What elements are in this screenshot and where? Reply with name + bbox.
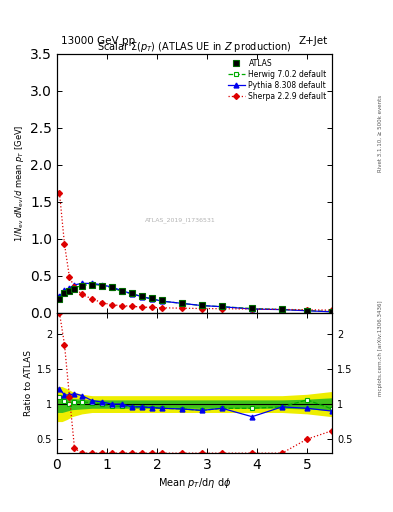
Sherpa 2.2.9 default [72,284,77,290]
ATLAS [250,305,254,311]
Text: Z+Jet: Z+Jet [299,36,328,46]
ATLAS [130,290,134,296]
Sherpa 2.2.9 default [330,307,334,313]
Herwig 7.0.2 default [180,301,184,307]
Sherpa 2.2.9 default [130,303,134,309]
Sherpa 2.2.9 default [200,306,204,312]
Herwig 7.0.2 default [250,305,254,311]
Text: 13000 GeV pp: 13000 GeV pp [61,36,135,46]
Herwig 7.0.2 default [200,303,204,309]
Sherpa 2.2.9 default [305,307,309,313]
Pythia 8.308 default [280,307,285,313]
ATLAS [150,295,154,301]
Pythia 8.308 default [72,282,77,288]
Line: Pythia 8.308 default: Pythia 8.308 default [57,281,334,314]
Pythia 8.308 default [119,288,124,294]
Pythia 8.308 default [130,291,134,297]
Pythia 8.308 default [200,303,204,309]
Pythia 8.308 default [330,309,334,315]
Text: ATLAS_2019_I1736531: ATLAS_2019_I1736531 [145,217,216,223]
ATLAS [220,303,224,309]
ATLAS [67,288,72,294]
Sherpa 2.2.9 default [150,304,154,310]
Herwig 7.0.2 default [67,288,72,294]
ATLAS [140,293,144,299]
Sherpa 2.2.9 default [250,306,254,312]
Sherpa 2.2.9 default [160,305,164,311]
Pythia 8.308 default [100,282,105,288]
ATLAS [330,309,334,315]
Pythia 8.308 default [150,296,154,302]
Herwig 7.0.2 default [130,291,134,297]
Herwig 7.0.2 default [280,307,285,313]
Pythia 8.308 default [80,280,84,286]
Pythia 8.308 default [250,306,254,312]
Herwig 7.0.2 default [100,283,105,289]
Pythia 8.308 default [110,284,114,290]
Sherpa 2.2.9 default [90,296,94,302]
Herwig 7.0.2 default [110,285,114,291]
Pythia 8.308 default [57,293,62,299]
ATLAS [180,300,184,306]
Sherpa 2.2.9 default [100,300,105,306]
Y-axis label: $1/N_\mathrm{ev}$ $dN_\mathrm{ev}/d$ mean $p_T$ [GeV]: $1/N_\mathrm{ev}$ $dN_\mathrm{ev}/d$ mea… [13,124,26,242]
Legend: ATLAS, Herwig 7.0.2 default, Pythia 8.308 default, Sherpa 2.2.9 default: ATLAS, Herwig 7.0.2 default, Pythia 8.30… [226,57,328,102]
ATLAS [280,306,285,312]
Herwig 7.0.2 default [220,304,224,310]
Y-axis label: Ratio to ATLAS: Ratio to ATLAS [24,350,33,416]
Herwig 7.0.2 default [80,283,84,289]
Text: Rivet 3.1.10, ≥ 500k events: Rivet 3.1.10, ≥ 500k events [378,95,383,172]
Sherpa 2.2.9 default [180,305,184,311]
ATLAS [100,283,105,289]
ATLAS [72,286,77,292]
Sherpa 2.2.9 default [110,302,114,308]
Herwig 7.0.2 default [72,285,77,291]
Sherpa 2.2.9 default [140,304,144,310]
Line: Sherpa 2.2.9 default: Sherpa 2.2.9 default [57,191,334,312]
Sherpa 2.2.9 default [67,274,72,281]
ATLAS [57,296,62,302]
Herwig 7.0.2 default [150,296,154,302]
Pythia 8.308 default [220,304,224,310]
Sherpa 2.2.9 default [280,306,285,312]
Sherpa 2.2.9 default [57,190,62,196]
Pythia 8.308 default [67,285,72,291]
Herwig 7.0.2 default [57,294,62,301]
Pythia 8.308 default [62,287,67,293]
X-axis label: Mean $p_T$/d$\eta$ d$\phi$: Mean $p_T$/d$\eta$ d$\phi$ [158,476,231,490]
ATLAS [200,302,204,308]
ATLAS [119,288,124,294]
Text: mcplots.cern.ch [arXiv:1306.3436]: mcplots.cern.ch [arXiv:1306.3436] [378,301,383,396]
Herwig 7.0.2 default [305,307,309,313]
Line: Herwig 7.0.2 default: Herwig 7.0.2 default [57,282,334,314]
Herwig 7.0.2 default [62,289,67,295]
ATLAS [160,297,164,304]
Herwig 7.0.2 default [119,288,124,294]
Sherpa 2.2.9 default [62,241,67,247]
Pythia 8.308 default [160,298,164,304]
ATLAS [80,283,84,289]
Herwig 7.0.2 default [90,281,94,287]
Pythia 8.308 default [140,293,144,300]
ATLAS [90,282,94,288]
Sherpa 2.2.9 default [80,291,84,297]
Herwig 7.0.2 default [140,293,144,300]
Herwig 7.0.2 default [330,309,334,315]
ATLAS [62,290,67,296]
Pythia 8.308 default [180,301,184,307]
ATLAS [305,308,309,314]
Sherpa 2.2.9 default [119,303,124,309]
Title: Scalar $\Sigma(p_T)$ (ATLAS UE in $Z$ production): Scalar $\Sigma(p_T)$ (ATLAS UE in $Z$ pr… [97,39,292,54]
Line: ATLAS: ATLAS [56,282,335,315]
Sherpa 2.2.9 default [220,306,224,312]
Pythia 8.308 default [90,280,94,286]
ATLAS [110,284,114,290]
Pythia 8.308 default [305,308,309,314]
Herwig 7.0.2 default [160,298,164,304]
